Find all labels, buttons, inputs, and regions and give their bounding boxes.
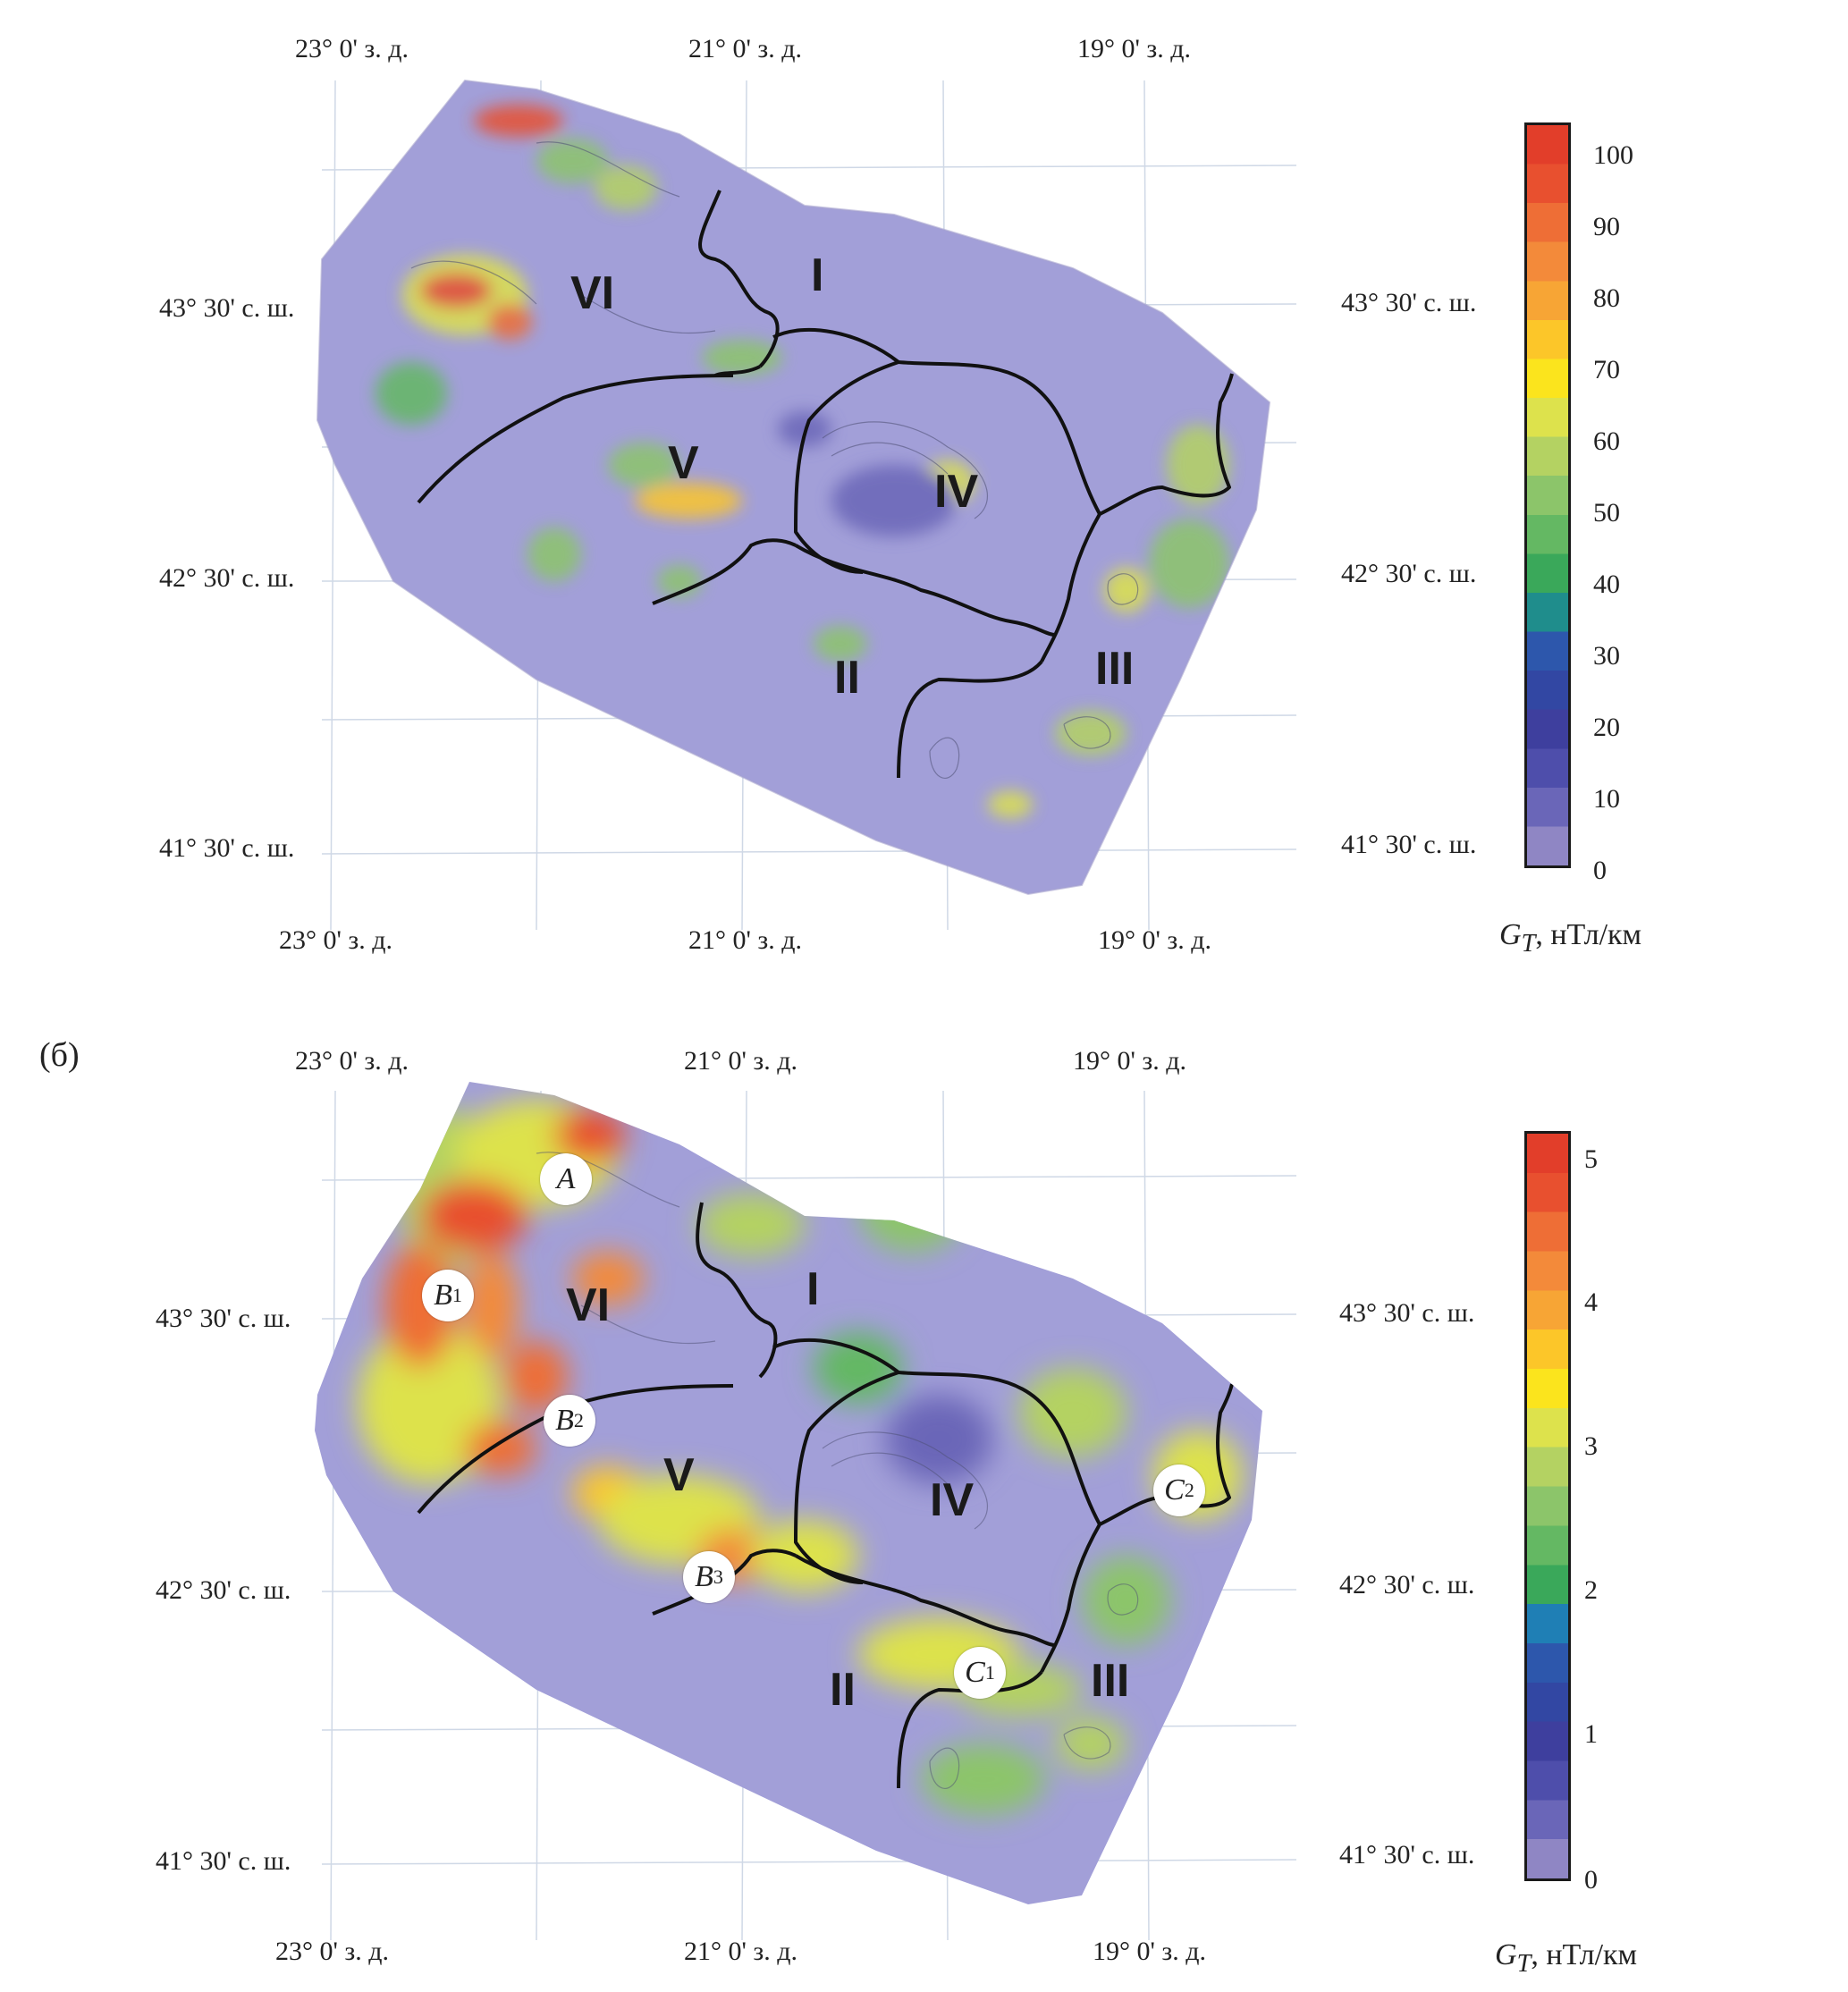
- boundary-b-iv-bottom: [794, 1554, 1056, 1647]
- panel-b: (б): [0, 1010, 1848, 1992]
- lat-label-left-3: 41° 30' с. ш.: [159, 833, 295, 863]
- lon-label-top-3: 19° 0' з. д.: [1077, 34, 1192, 63]
- colorbar-a-title-sub: T: [1521, 929, 1536, 958]
- marker-a: A: [540, 1153, 592, 1205]
- b-region-ii: II: [830, 1664, 856, 1716]
- colorbar-a-tick-100: 100: [1593, 140, 1633, 170]
- lon-label-bottom-1: 23° 0' з. д.: [279, 925, 393, 955]
- colorbar-a-title-unit: , нТл/км: [1535, 918, 1642, 951]
- region-iii: III: [1095, 643, 1135, 695]
- lon-label-bottom-3: 19° 0' з. д.: [1098, 925, 1212, 955]
- colorbar-b-tick-5: 5: [1584, 1144, 1598, 1174]
- colorbar-a-title-symbol: G: [1499, 918, 1522, 951]
- boundary-ii: [652, 538, 797, 605]
- b-lat-label-left-2: 42° 30' с. ш.: [156, 1575, 291, 1605]
- b-lon-label-bottom-3: 19° 0' з. д.: [1093, 1937, 1207, 1966]
- boundary-iv-bottom: [794, 544, 1056, 637]
- b-lon-label-top-3: 19° 0' з. д.: [1073, 1046, 1187, 1076]
- colorbar-a-tick-80: 80: [1593, 283, 1620, 313]
- lat-label-right-1: 43° 30' с. ш.: [1341, 288, 1477, 317]
- colorbar-a-tick-0: 0: [1593, 856, 1607, 885]
- marker-c2-sub: 2: [1184, 1479, 1194, 1501]
- boundary-ii-iii: [897, 660, 1043, 779]
- marker-b3-letter: B: [695, 1560, 713, 1593]
- lon-label-top-2: 21° 0' з. д.: [688, 34, 803, 63]
- b-lat-label-right-1: 43° 30' с. ш.: [1339, 1298, 1475, 1328]
- marker-b3-sub: 3: [713, 1566, 723, 1588]
- boundary-b-ii-iii: [897, 1670, 1043, 1789]
- colorbar-b-tick-1: 1: [1584, 1719, 1598, 1749]
- colorbar-b-title-unit: , нТл/км: [1531, 1938, 1638, 1971]
- colorbar-b-title-sub: T: [1516, 1949, 1532, 1978]
- colorbar-b-title: GT, нТл/км: [1495, 1938, 1637, 1979]
- boundary-b-top-iv: [772, 1338, 1101, 1525]
- lon-label-top-1: 23° 0' з. д.: [295, 34, 409, 63]
- region-i: I: [811, 249, 824, 301]
- b-region-iv: IV: [930, 1474, 975, 1526]
- lat-label-left-1: 43° 30' с. ш.: [159, 293, 295, 323]
- marker-b1-letter: B: [434, 1279, 452, 1312]
- marker-b1-sub: 1: [451, 1284, 462, 1306]
- boundary-top-iv: [772, 327, 1101, 515]
- lat-label-right-2: 42° 30' с. ш.: [1341, 559, 1477, 588]
- boundary-b-iii-right: [1099, 1383, 1234, 1526]
- b-lon-label-top-1: 23° 0' з. д.: [295, 1046, 409, 1076]
- region-vi: VI: [570, 267, 615, 319]
- colorbar-a-tick-20: 20: [1593, 713, 1620, 742]
- b-lat-label-right-2: 42° 30' с. ш.: [1339, 1570, 1475, 1600]
- map-a: [316, 79, 1297, 931]
- region-ii: II: [834, 652, 860, 704]
- b-lon-label-bottom-2: 21° 0' з. д.: [684, 1937, 798, 1966]
- colorbar-a-tick-70: 70: [1593, 355, 1620, 384]
- boundary-b-i: [696, 1202, 778, 1379]
- colorbar-a-title: GT, нТл/км: [1499, 918, 1641, 958]
- colorbar-b: [1524, 1131, 1571, 1881]
- lon-label-bottom-2: 21° 0' з. д.: [688, 925, 803, 955]
- colorbar-b-tick-4: 4: [1584, 1287, 1598, 1317]
- marker-c1-letter: C: [965, 1656, 985, 1689]
- region-iv: IV: [934, 466, 979, 518]
- lat-label-right-3: 41° 30' с. ш.: [1341, 830, 1477, 859]
- colorbar-b-tick-2: 2: [1584, 1575, 1598, 1605]
- panel-b-label: (б): [39, 1036, 80, 1074]
- colorbar-b-tick-0: 0: [1584, 1865, 1598, 1895]
- boundary-iv-right: [1040, 513, 1101, 663]
- boundary-iii-right: [1099, 373, 1234, 516]
- colorbar-a-tick-40: 40: [1593, 570, 1620, 599]
- colorbar-b-tick-3: 3: [1584, 1431, 1598, 1461]
- b-region-i: I: [806, 1263, 820, 1315]
- b-region-vi: VI: [566, 1279, 611, 1331]
- panel-a: 23° 0' з. д. 21° 0' з. д. 19° 0' з. д. 2…: [0, 0, 1848, 988]
- marker-c1-sub: 1: [984, 1661, 995, 1684]
- boundary-v-vi: [417, 374, 734, 504]
- b-lon-label-top-2: 21° 0' з. д.: [684, 1046, 798, 1076]
- boundary-b-ii: [652, 1549, 797, 1616]
- colorbar-a-tick-90: 90: [1593, 212, 1620, 241]
- colorbar-a-tick-10: 10: [1593, 784, 1620, 814]
- colorbar-a-tick-50: 50: [1593, 498, 1620, 528]
- colorbar-b-title-symbol: G: [1495, 1938, 1517, 1971]
- marker-a-letter: A: [556, 1162, 576, 1195]
- boundary-b-iv-right: [1040, 1524, 1101, 1673]
- b-lat-label-left-3: 41° 30' с. ш.: [156, 1846, 291, 1876]
- marker-b2-letter: B: [555, 1404, 574, 1437]
- b-region-v: V: [663, 1449, 695, 1501]
- colorbar-a: [1524, 122, 1571, 868]
- b-lat-label-right-3: 41° 30' с. ш.: [1339, 1840, 1475, 1870]
- marker-b2-sub: 2: [573, 1409, 584, 1431]
- b-lon-label-bottom-1: 23° 0' з. д.: [275, 1937, 390, 1966]
- b-lat-label-left-1: 43° 30' с. ш.: [156, 1304, 291, 1333]
- region-v: V: [668, 437, 699, 489]
- b-region-iii: III: [1091, 1655, 1130, 1707]
- marker-c2-letter: C: [1164, 1473, 1185, 1507]
- colorbar-a-tick-30: 30: [1593, 641, 1620, 671]
- colorbar-a-tick-60: 60: [1593, 426, 1620, 456]
- lat-label-left-2: 42° 30' с. ш.: [159, 563, 295, 593]
